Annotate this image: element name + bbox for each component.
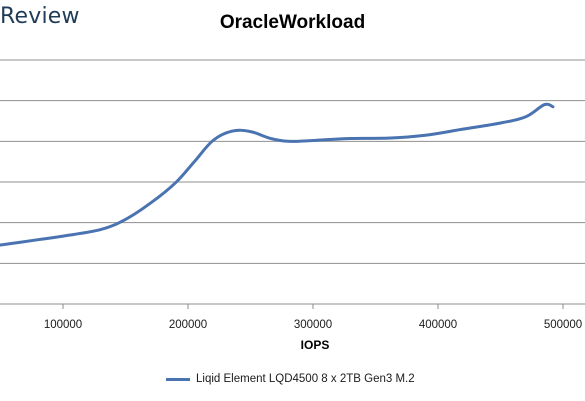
x-tick-label: 300000	[294, 319, 332, 331]
legend: Liqid Element LQD4500 8 x 2TB Gen3 M.2	[166, 373, 415, 385]
brand-logo-text: Review	[0, 4, 80, 29]
x-axis: 100000 200000 300000 400000 500000	[44, 304, 582, 331]
chart-title: OracleWorkload	[219, 12, 366, 33]
gridlines	[0, 59, 585, 305]
legend-swatch	[166, 377, 190, 381]
x-axis-title: IOPS	[300, 338, 330, 352]
series-line	[0, 102, 555, 247]
x-tick-label: 500000	[544, 319, 582, 331]
x-tick-label: 400000	[419, 319, 457, 331]
series-layer	[0, 102, 555, 247]
x-tick-label: 100000	[44, 319, 82, 331]
x-tick-label: 200000	[169, 319, 207, 331]
legend-label: Liqid Element LQD4500 8 x 2TB Gen3 M.2	[196, 373, 415, 385]
